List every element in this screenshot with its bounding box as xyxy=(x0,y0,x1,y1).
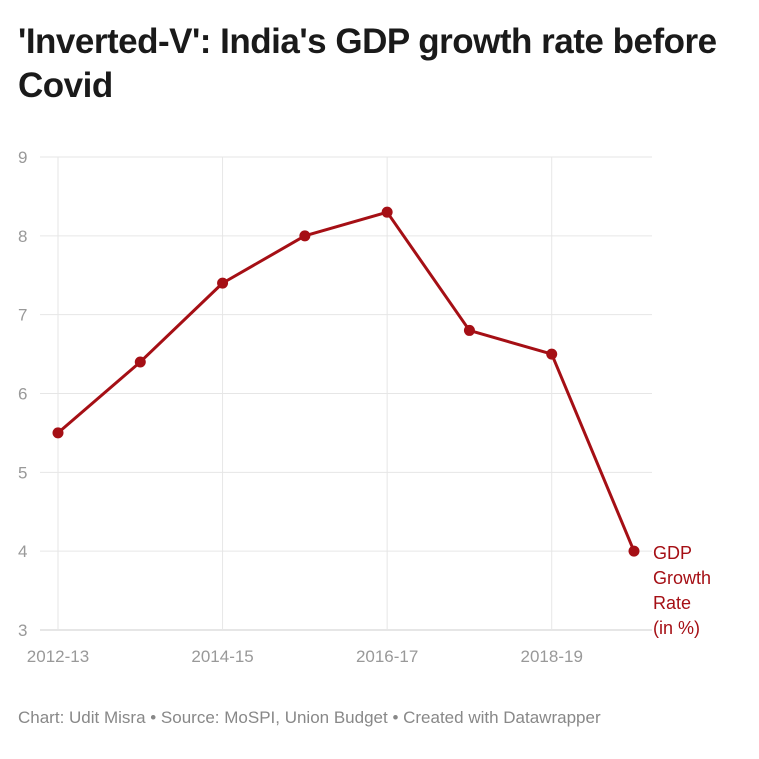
x-tick-label: 2012-13 xyxy=(27,647,89,666)
series-label: (in %) xyxy=(653,618,700,638)
y-tick-label: 8 xyxy=(18,227,27,246)
y-tick-label: 3 xyxy=(18,621,27,640)
series-line xyxy=(57,210,636,552)
y-tick-label: 4 xyxy=(18,542,27,561)
data-point xyxy=(381,206,393,218)
line-chart: 3 4 5 6 7 8 9 2012-13 2014-15 2016-17 2018-19 GDP Gr… xyxy=(18,148,711,666)
data-point xyxy=(628,545,640,557)
data-point xyxy=(52,427,64,439)
series-label: Rate xyxy=(653,593,691,613)
x-tick-label: 2016-17 xyxy=(356,647,418,666)
x-tick-label: 2014-15 xyxy=(191,647,253,666)
data-point xyxy=(463,324,475,336)
data-point xyxy=(217,277,229,289)
y-tick-label: 5 xyxy=(18,463,27,482)
series-label: GDP xyxy=(653,543,692,563)
chart-footer: Chart: Udit Misra • Source: MoSPI, Union… xyxy=(18,708,601,727)
data-point xyxy=(299,230,311,242)
chart-title: 'Inverted-V': India's GDP growth rate be… xyxy=(18,22,717,105)
series-label: Growth xyxy=(653,568,711,588)
y-tick-label: 7 xyxy=(18,306,27,325)
y-tick-label: 6 xyxy=(18,385,27,404)
y-tick-label: 9 xyxy=(18,148,27,167)
x-tick-label: 2018-19 xyxy=(521,647,583,666)
data-point xyxy=(134,356,146,368)
data-point xyxy=(546,348,558,360)
